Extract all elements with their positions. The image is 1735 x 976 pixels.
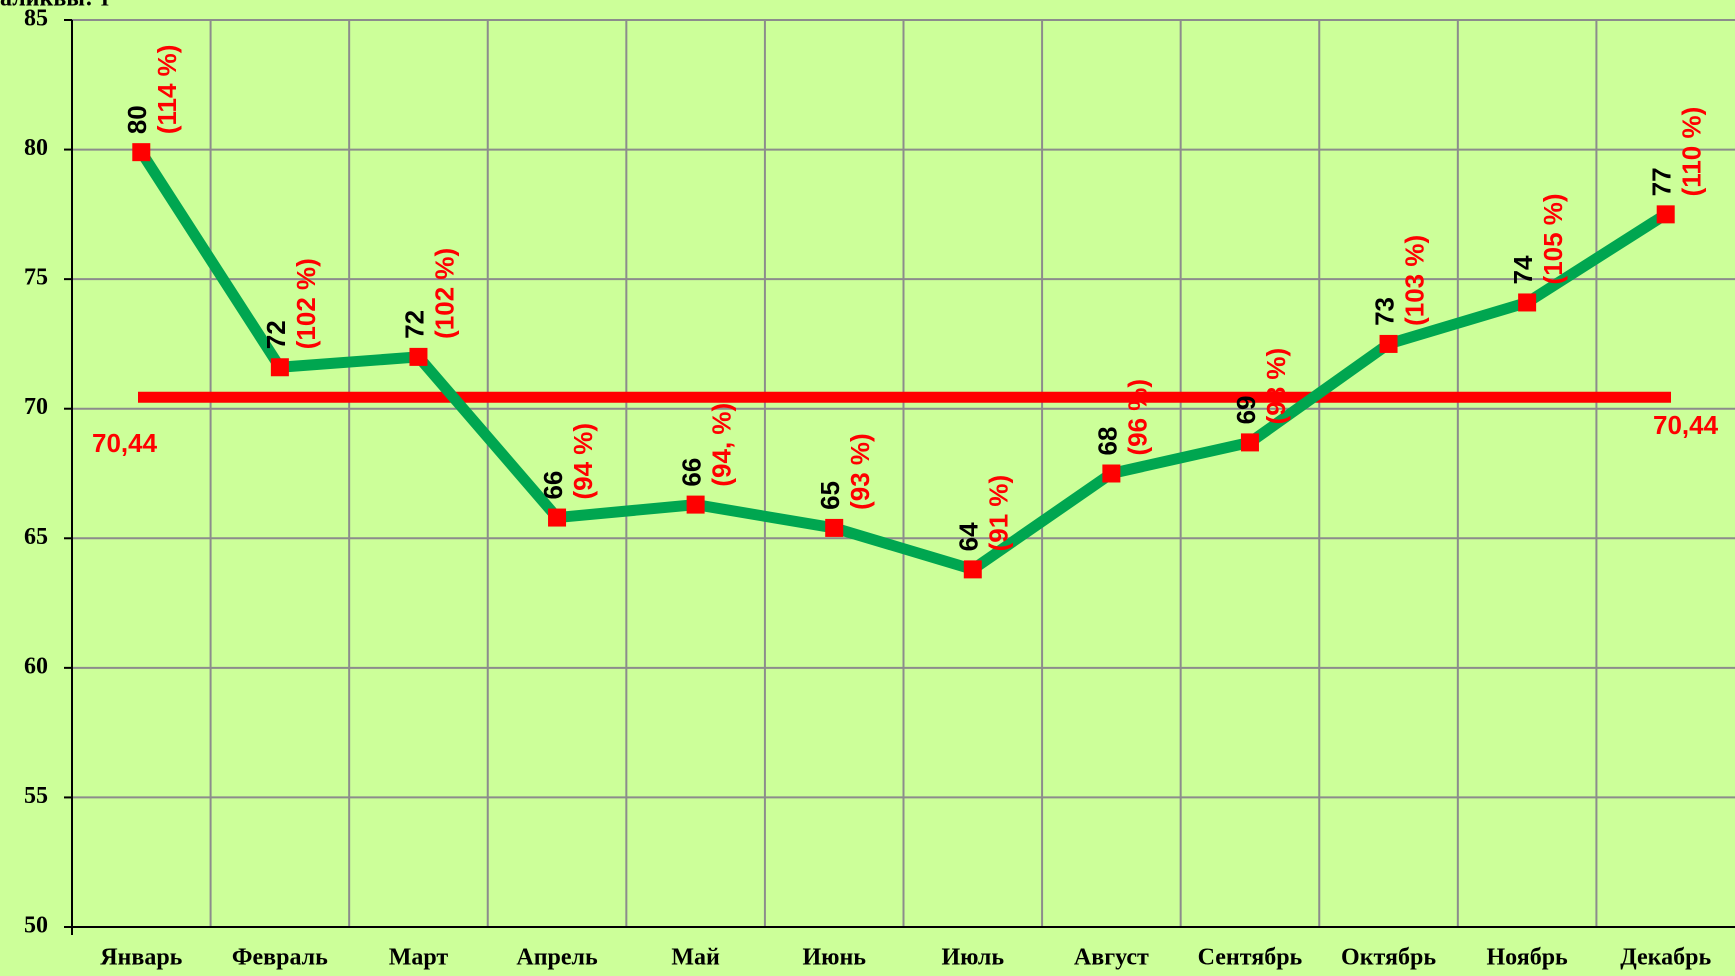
percent-label: (110 %) (1677, 107, 1707, 197)
value-label: 73 (1369, 297, 1399, 326)
marker (548, 508, 567, 527)
chart-title: аликвы: т (0, 0, 111, 12)
value-label: 69 (1231, 395, 1261, 424)
percent-label: (93 %) (845, 433, 875, 510)
y-tick-label: 85 (24, 6, 48, 32)
marker (132, 143, 151, 162)
marker (825, 518, 844, 537)
x-tick-label: Сентябрь (1198, 945, 1303, 971)
marker (1656, 205, 1675, 224)
x-tick-label: Апрель (516, 945, 598, 971)
x-tick-label: Октябрь (1341, 945, 1436, 971)
value-label: 66 (677, 458, 707, 487)
percent-label: (114 %) (152, 45, 182, 135)
percent-label: (94 %) (568, 423, 598, 500)
marker (1102, 464, 1121, 483)
y-tick-label: 55 (24, 783, 48, 809)
x-tick-label: Декабрь (1620, 945, 1711, 971)
value-label: 77 (1647, 167, 1677, 196)
value-label: 64 (954, 522, 984, 551)
percent-label: (94, %) (707, 403, 737, 487)
marker (1379, 334, 1398, 353)
y-tick-label: 50 (24, 913, 48, 939)
percent-label: (98 %) (1261, 348, 1291, 425)
percent-label: (102 %) (291, 258, 321, 349)
marker (409, 347, 428, 366)
x-tick-label: Март (389, 945, 449, 971)
percent-label: (103 %) (1399, 235, 1429, 326)
marker (686, 495, 705, 514)
percent-label: (102 %) (429, 248, 459, 339)
x-tick-label: Ноябрь (1487, 945, 1569, 971)
y-tick-label: 70 (24, 394, 48, 420)
y-tick-label: 65 (24, 524, 48, 550)
percent-label: (91 %) (984, 475, 1014, 552)
value-label: 65 (815, 481, 845, 510)
marker (963, 560, 982, 579)
value-label: 68 (1092, 427, 1122, 456)
value-label: 72 (399, 310, 429, 339)
x-tick-label: Январь (100, 945, 182, 971)
series-line (136, 149, 1669, 575)
value-label: 66 (538, 471, 568, 500)
x-tick-label: Февраль (232, 945, 328, 971)
value-label: 80 (122, 105, 152, 134)
marker (1240, 433, 1259, 452)
x-tick-label: Май (671, 945, 720, 971)
marker (1518, 293, 1537, 312)
percent-label: (96 %) (1122, 379, 1152, 456)
value-label: 72 (261, 320, 291, 349)
y-tick-label: 75 (24, 265, 48, 291)
percent-label: (105 %) (1538, 193, 1568, 284)
y-tick-label: 60 (24, 653, 48, 679)
marker (270, 358, 289, 377)
x-tick-label: Август (1074, 945, 1149, 971)
x-tick-label: Июль (942, 945, 1005, 971)
y-tick-label: 80 (24, 135, 48, 161)
reference-label: 70,44 (1653, 410, 1719, 440)
reference-label: 70,44 (92, 428, 158, 458)
value-label: 74 (1508, 255, 1538, 284)
x-tick-label: Июнь (802, 945, 866, 971)
